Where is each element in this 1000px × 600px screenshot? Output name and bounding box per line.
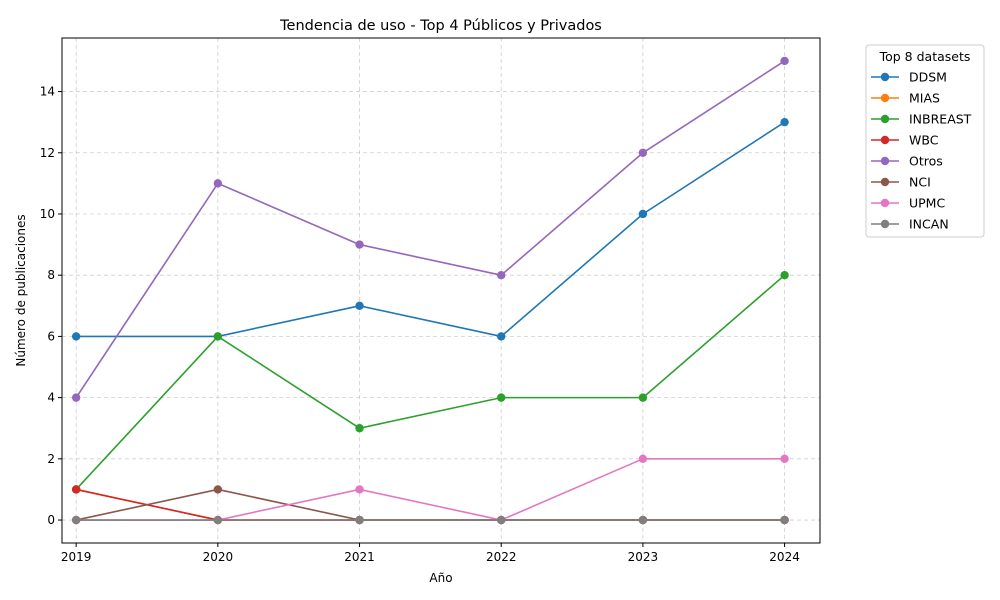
legend-label-incan: INCAN xyxy=(909,217,949,232)
x-tick-label: 2019 xyxy=(61,550,92,564)
data-point-otros xyxy=(355,240,364,249)
x-axis-label: Año xyxy=(429,571,452,585)
legend-marker-nci xyxy=(880,177,890,187)
data-point-ddsm xyxy=(780,117,789,127)
legend: Top 8 datasets DDSM MIAS INBREAST WBC Otros N… xyxy=(865,44,985,238)
legend-items: DDSM MIAS INBREAST WBC Otros NCI UPMC INCAN xyxy=(871,70,972,232)
y-tick-label: 4 xyxy=(47,391,55,405)
series-line-otros xyxy=(75,60,786,399)
series-line-ddsm xyxy=(76,121,786,338)
data-point-inbreast xyxy=(213,332,223,341)
data-point-ddsm xyxy=(497,332,506,341)
data-point-incan xyxy=(71,515,81,525)
legend-title: Top 8 datasets xyxy=(879,49,971,64)
data-point-nci xyxy=(213,485,223,494)
legend-item-inbreast: INBREAST xyxy=(871,112,972,127)
legend-label-mias: MIAS xyxy=(909,91,940,106)
data-point-inbreast xyxy=(355,424,364,433)
data-point-wbc xyxy=(71,485,81,494)
series-otros xyxy=(71,56,789,402)
legend-label-ddsm: DDSM xyxy=(909,70,947,85)
data-point-otros xyxy=(780,56,789,66)
x-axis: 2019 2020 2021 2022 2023 2024 xyxy=(61,543,800,564)
legend-label-inbreast: INBREAST xyxy=(909,112,972,127)
data-point-incan xyxy=(638,515,648,525)
legend-marker-inbreast xyxy=(880,114,890,124)
x-tick-label: 2022 xyxy=(486,550,517,564)
plot-area-frame xyxy=(61,37,821,544)
y-axis: 0 2 4 6 8 10 12 14 xyxy=(40,85,62,527)
data-point-incan xyxy=(780,515,789,525)
x-tick-label: 2024 xyxy=(769,550,800,564)
legend-label-nci: NCI xyxy=(909,175,931,190)
data-point-otros xyxy=(213,179,223,188)
legend-item-upmc: UPMC xyxy=(871,196,945,211)
data-point-incan xyxy=(497,515,506,525)
data-point-ddsm xyxy=(638,209,648,219)
data-point-upmc xyxy=(638,454,648,464)
legend-item-ddsm: DDSM xyxy=(871,70,947,85)
x-tick-label: 2023 xyxy=(628,550,659,564)
data-point-otros xyxy=(497,270,506,280)
data-point-incan xyxy=(355,515,364,525)
legend-item-incan: INCAN xyxy=(871,217,949,232)
series-layer xyxy=(71,56,789,525)
data-point-otros xyxy=(638,148,648,157)
data-point-incan xyxy=(213,515,223,525)
x-tick-label: 2021 xyxy=(344,550,375,564)
chart-title: Tendencia de uso - Top 4 Públicos y Priv… xyxy=(279,18,602,34)
y-tick-label: 14 xyxy=(40,85,55,99)
data-point-inbreast xyxy=(638,393,648,402)
legend-marker-upmc xyxy=(880,198,890,208)
y-tick-label: 6 xyxy=(47,329,55,343)
series-incan xyxy=(71,515,789,525)
legend-item-nci: NCI xyxy=(871,175,931,190)
data-point-upmc xyxy=(355,485,364,494)
y-tick-label: 2 xyxy=(47,452,55,466)
y-tick-label: 12 xyxy=(40,146,55,160)
legend-marker-mias xyxy=(880,93,890,103)
data-point-otros xyxy=(71,393,81,402)
legend-marker-ddsm xyxy=(880,72,890,82)
y-tick-label: 0 xyxy=(47,513,55,527)
y-tick-label: 8 xyxy=(47,268,55,282)
legend-item-mias: MIAS xyxy=(871,91,940,106)
data-point-upmc xyxy=(780,454,789,464)
x-tick-label: 2020 xyxy=(203,550,234,564)
series-line-inbreast xyxy=(75,274,786,490)
legend-marker-incan xyxy=(880,219,890,229)
legend-frame xyxy=(865,44,985,238)
data-point-ddsm xyxy=(355,301,364,311)
data-point-inbreast xyxy=(780,270,789,280)
y-axis-label: Número de publicaciones xyxy=(14,214,28,366)
legend-marker-wbc xyxy=(880,135,890,145)
y-tick-label: 10 xyxy=(40,207,55,221)
legend-label-otros: Otros xyxy=(909,154,943,169)
data-point-ddsm xyxy=(71,332,81,341)
legend-item-otros: Otros xyxy=(871,154,943,169)
legend-label-wbc: WBC xyxy=(909,133,939,148)
legend-marker-otros xyxy=(880,156,890,166)
data-point-inbreast xyxy=(497,393,506,402)
legend-label-upmc: UPMC xyxy=(909,196,945,211)
legend-item-wbc: WBC xyxy=(871,133,939,148)
